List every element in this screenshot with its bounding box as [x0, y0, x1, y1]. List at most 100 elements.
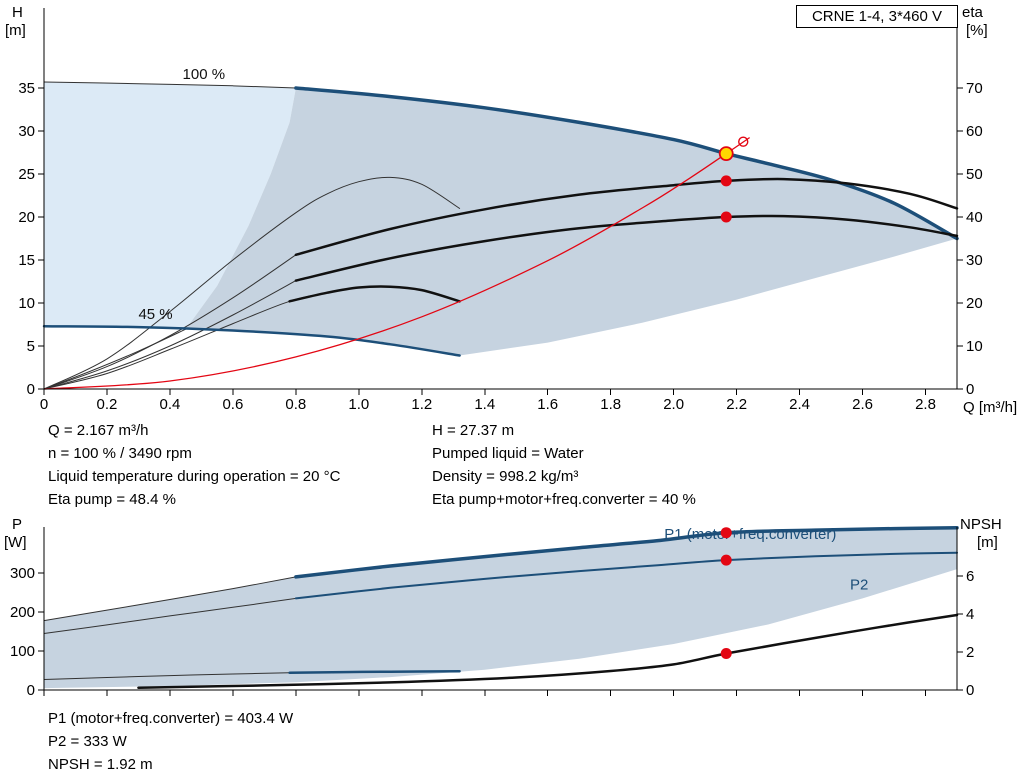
y-right-tick-label: 10: [966, 338, 983, 355]
x-tick-label: 1.2: [411, 396, 432, 413]
p1-label: P1 (motor+freq.converter): [664, 526, 836, 543]
y-right-tick-label: 0: [966, 682, 974, 699]
x-tick-label: 2.2: [726, 396, 747, 413]
speed-100-label: 100 %: [183, 66, 226, 83]
y-left-tick-label: 300: [10, 565, 35, 582]
npsh-curve: [137, 613, 959, 689]
x-tick-label: 0: [40, 396, 48, 413]
npsh-point: [720, 648, 732, 660]
p2-curve-low-ext: [43, 597, 297, 634]
p1-value: P1 (motor+freq.converter) = 403.4 W: [48, 710, 294, 727]
operating-envelope-area: [185, 88, 957, 356]
eta-total-45-curve-bold: [288, 285, 461, 303]
density-value: Density = 998.2 kg/m³: [432, 468, 579, 485]
y-right-tick-label: 2: [966, 644, 974, 661]
x-tick-label: 0.8: [285, 396, 306, 413]
x-tick-label: 1.8: [600, 396, 621, 413]
x-tick-label: 2.4: [789, 396, 810, 413]
y-left-tick-label: 10: [18, 295, 35, 312]
npsh-value: NPSH = 1.92 m: [48, 756, 153, 773]
pump-curve-100: [294, 86, 959, 241]
y-right-tick-label: 4: [966, 606, 974, 623]
envelope-corner-locus: [43, 328, 187, 390]
y-left-tick-label: 200: [10, 604, 35, 621]
power-npsh-chart-tick-labels: 0 100 200 300 0 2 4 6: [10, 565, 974, 699]
h-axis-letter: H: [12, 4, 23, 21]
eta-pump-point: [720, 175, 732, 187]
eta-pump-value: Eta pump = 48.4 %: [48, 491, 176, 508]
pump-curve-100-left-thin: [43, 81, 297, 89]
x-tick-label: 0.2: [97, 396, 118, 413]
power-npsh-chart: 0 100 200 300 0 2 4 6 P1 (motor+freq.converter) P…: [10, 526, 974, 699]
q-axis-label: Q [m³/h]: [963, 399, 1018, 416]
power-npsh-chart-axes: [38, 527, 963, 696]
speed-value: n = 100 % / 3490 rpm: [48, 445, 192, 462]
y-right-tick-label: 30: [966, 252, 983, 269]
pumped-liquid-value: Pumped liquid = Water: [432, 445, 584, 462]
h-axis-unit: [m]: [5, 22, 26, 39]
eta-axis-unit: [%]: [966, 22, 988, 39]
p2-value: P2 = 333 W: [48, 733, 127, 750]
y-right-tick-label: 70: [966, 80, 983, 97]
system-curve: [43, 137, 750, 390]
eta-axis-letter: eta: [962, 4, 983, 21]
duty-point[interactable]: [718, 146, 734, 162]
npsh-axis-unit: [m]: [977, 534, 998, 551]
npsh-axis-letter: NPSH: [960, 516, 1002, 533]
pump-model-box: CRNE 1-4, 3*460 V: [796, 5, 958, 28]
envelope-low-speed-area: [44, 82, 296, 330]
speed-locus-upper: [43, 254, 297, 390]
y-right-tick-label: 40: [966, 209, 983, 226]
y-left-tick-label: 15: [18, 252, 35, 269]
head-efficiency-chart-axes: [38, 8, 963, 395]
y-left-tick-label: 0: [27, 381, 35, 398]
eta-pump-45-curve: [43, 176, 461, 390]
y-left-tick-label: 25: [18, 166, 35, 183]
operating-data-left-column: Q = 2.167 m³/h n = 100 % / 3490 rpm Liqu…: [48, 419, 340, 511]
y-right-tick-label: 20: [966, 295, 983, 312]
pump-curve-45: [42, 324, 461, 357]
head-efficiency-chart-tick-labels: 0 0.2 0.4 0.6 0.8 1.0 1.2 1.4 1.6 1.8 2.0 2.2 2.4 2.6…: [18, 80, 982, 413]
x-tick-label: 1.6: [537, 396, 558, 413]
operating-data-right-column: H = 27.37 m Pumped liquid = Water Densit…: [432, 419, 696, 511]
p1-curve-low-ext: [43, 576, 297, 622]
speed-locus-lower: [43, 280, 297, 390]
y-right-tick-label: 6: [966, 568, 974, 585]
liquid-temperature-value: Liquid temperature during operation = 20…: [48, 468, 341, 485]
p2-label: P2: [850, 577, 868, 594]
power-envelope-area: [44, 527, 957, 689]
q-value: Q = 2.167 m³/h: [48, 422, 149, 439]
requested-duty-point: [738, 136, 749, 147]
y-left-tick-label: 0: [27, 682, 35, 699]
p1-point: [720, 527, 732, 539]
p2-point: [720, 554, 732, 566]
y-right-tick-label: 60: [966, 123, 983, 140]
y-left-tick-label: 30: [18, 123, 35, 140]
power-data-column: P1 (motor+freq.converter) = 403.4 W P2 =…: [48, 707, 293, 776]
x-tick-label: 0.6: [222, 396, 243, 413]
eta-pump-100-curve: [294, 177, 959, 257]
y-left-tick-label: 20: [18, 209, 35, 226]
p-axis-letter: P: [12, 516, 23, 533]
pump-model-label: CRNE 1-4, 3*460 V: [811, 8, 943, 25]
x-tick-label: 0.4: [160, 396, 181, 413]
eta-total-value: Eta pump+motor+freq.converter = 40 %: [432, 491, 696, 508]
y-left-tick-label: 100: [10, 643, 35, 660]
p-axis-unit: [W]: [4, 534, 27, 551]
x-tick-label: 1.0: [348, 396, 369, 413]
head-efficiency-chart: 0 0.2 0.4 0.6 0.8 1.0 1.2 1.4 1.6 1.8 2.0 2.2 2.4 2.6…: [18, 8, 983, 413]
eta-total-100-curve: [294, 214, 959, 282]
p1-45-bold: [288, 670, 461, 675]
y-right-tick-label: 0: [966, 381, 974, 398]
p1-curve: [294, 526, 959, 579]
p2-curve: [294, 551, 958, 600]
x-tick-label: 2.0: [663, 396, 684, 413]
y-left-tick-label: 35: [18, 80, 35, 97]
x-tick-label: 1.4: [474, 396, 495, 413]
h-value: H = 27.37 m: [432, 422, 515, 439]
y-left-tick-label: 5: [27, 338, 35, 355]
x-tick-label: 2.8: [915, 396, 936, 413]
x-tick-label: 2.6: [852, 396, 873, 413]
speed-45-label: 45 %: [138, 306, 172, 323]
